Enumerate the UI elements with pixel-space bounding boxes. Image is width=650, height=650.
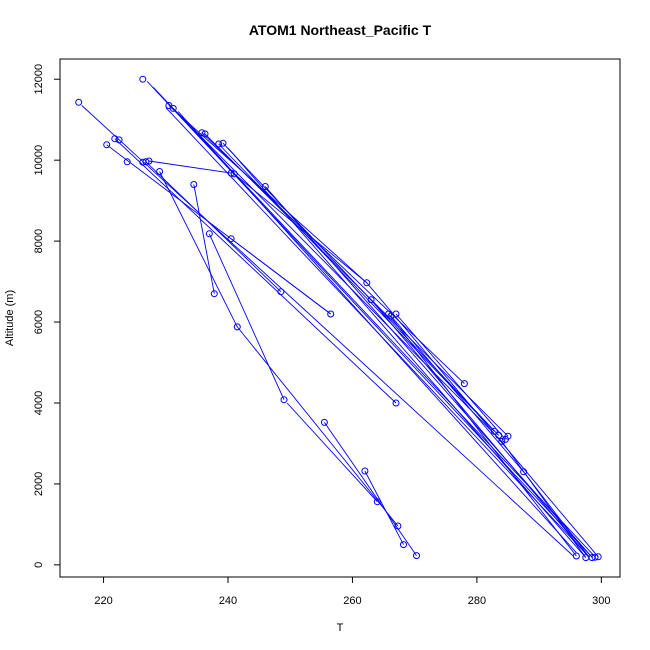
data-point [490, 427, 498, 435]
data-point [261, 183, 269, 190]
series-lines [81, 80, 599, 558]
x-tick-label: 220 [94, 595, 112, 607]
data-point [594, 553, 602, 561]
y-tick-label: 6000 [33, 310, 45, 334]
series-segment [146, 80, 593, 558]
data-point [142, 158, 150, 166]
data-point [498, 437, 506, 445]
data-point [495, 431, 503, 439]
data-point [363, 279, 371, 287]
data-point [215, 140, 223, 148]
y-tick-label: 12000 [33, 64, 45, 95]
series-segment [159, 171, 238, 328]
data-point [460, 380, 468, 388]
data-point [280, 396, 288, 404]
y-tick-label: 4000 [33, 391, 45, 415]
series-segment [370, 299, 590, 558]
data-point [520, 468, 528, 476]
data-point [361, 467, 369, 475]
data-point [233, 323, 241, 331]
data-point [373, 498, 381, 506]
data-point [111, 135, 119, 143]
data-point [277, 288, 285, 296]
data-point [392, 310, 400, 318]
series-segment [172, 108, 503, 442]
data-point [210, 290, 218, 298]
series-segment [286, 402, 378, 503]
plot-frame [59, 58, 621, 578]
data-point [230, 170, 238, 178]
data-point [201, 130, 209, 138]
series-segment [364, 470, 404, 545]
series-segment [523, 471, 590, 558]
y-tick-label: 0 [33, 562, 45, 568]
series-segment [148, 160, 232, 174]
x-tick-label: 240 [219, 595, 237, 607]
data-point [123, 158, 131, 166]
series-segment [264, 186, 593, 558]
series-segment [177, 111, 577, 554]
x-tick-label: 260 [343, 595, 361, 607]
plot-area [59, 58, 621, 578]
data-point [320, 418, 328, 426]
chart-title: ATOM1 Northeast_Pacific T [249, 22, 432, 38]
data-point [327, 310, 335, 318]
series-segment [395, 313, 506, 440]
data-point [504, 432, 512, 440]
data-point [227, 169, 235, 177]
series-segment [236, 326, 399, 527]
series-segment [208, 233, 285, 400]
y-tick-label: 2000 [33, 472, 45, 496]
data-point [591, 553, 599, 561]
data-point [139, 75, 147, 83]
series-segment [145, 161, 282, 293]
data-point [413, 552, 420, 560]
data-point [169, 104, 177, 112]
series-segment [233, 173, 368, 284]
data-point [190, 181, 198, 188]
data-point [400, 541, 407, 549]
x-tick-label: 300 [592, 595, 610, 607]
series-segment [390, 315, 524, 473]
data-point [75, 98, 83, 106]
series-segment [388, 313, 577, 557]
series-points [75, 75, 602, 562]
y-tick-label: 10000 [33, 145, 45, 176]
y-axis-label: Altitude (m) [4, 290, 16, 346]
x-tick-label: 280 [468, 595, 486, 607]
y-axis: 0 2000 4000 6000 8000 10000 12000 [33, 64, 60, 568]
data-point [394, 522, 402, 530]
data-point [198, 129, 206, 137]
data-point [227, 235, 235, 243]
series-segment [227, 147, 587, 558]
series-segment [230, 238, 331, 315]
data-point [115, 136, 123, 144]
series-segment [366, 282, 599, 558]
data-point [156, 168, 164, 175]
y-tick-label: 8000 [33, 229, 45, 253]
series-segment [114, 138, 397, 404]
data-point [367, 296, 375, 304]
data-point [205, 230, 213, 238]
x-axis: 220 240 260 280 300 [94, 577, 611, 607]
data-point [219, 139, 227, 147]
series-segment [222, 142, 500, 436]
data-point [392, 399, 400, 407]
x-axis-label: T [337, 622, 344, 634]
series-segment [193, 184, 215, 294]
series-segment [324, 422, 417, 556]
data-point [103, 141, 111, 149]
data-point [572, 552, 580, 560]
data-point [145, 157, 153, 165]
series-segment [501, 441, 587, 558]
